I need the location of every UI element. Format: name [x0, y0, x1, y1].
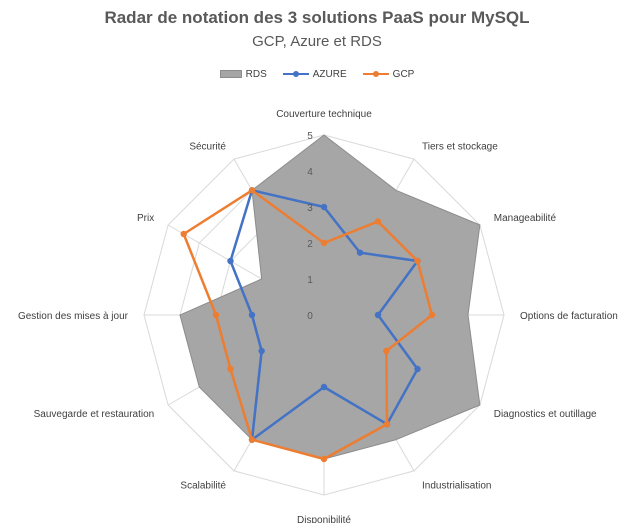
data-point-gcp	[212, 311, 220, 319]
tick-label: 5	[307, 131, 313, 142]
legend-entry-gcp: GCP	[362, 68, 415, 80]
data-point-azure	[248, 311, 256, 319]
data-point-gcp	[383, 347, 390, 355]
tick-label: 1	[307, 275, 313, 286]
data-point-azure	[414, 365, 421, 373]
data-point-gcp	[428, 311, 436, 319]
series-gcp	[180, 187, 436, 463]
axis-label: Scalabilité	[180, 481, 226, 492]
legend-swatch-azure	[282, 69, 309, 79]
axis-label: Sauvegarde et restauration	[34, 409, 155, 420]
legend-swatch-gcp	[362, 69, 389, 79]
data-point-azure	[320, 383, 328, 391]
axis-label: Gestion des mises à jour	[18, 311, 129, 322]
series-area-rds	[179, 134, 481, 460]
data-point-gcp	[180, 230, 187, 238]
data-point-gcp	[414, 257, 421, 265]
tick-label: 2	[307, 239, 313, 250]
data-point-gcp	[320, 455, 328, 463]
data-point-gcp	[320, 239, 328, 247]
axis-label: Industrialisation	[422, 481, 491, 492]
data-point-azure	[320, 203, 328, 211]
tick-label: 0	[307, 311, 313, 322]
legend-label-azure: AZURE	[312, 68, 347, 80]
tick-label: 4	[307, 167, 313, 178]
radar-tick-labels: 0 1 2 3 4 5	[307, 131, 313, 322]
radar-series	[179, 134, 481, 463]
chart-subtitle: GCP, Azure et RDS	[252, 33, 382, 50]
data-point-gcp	[227, 365, 234, 373]
data-point-gcp	[383, 420, 391, 428]
axis-label: Tiers et stockage	[422, 141, 498, 152]
data-point-azure	[374, 311, 382, 319]
axis-label: Prix	[137, 213, 154, 224]
axis-label: Options de facturation	[520, 311, 618, 322]
legend-entry-rds: RDS	[219, 68, 267, 80]
data-point-gcp	[374, 218, 382, 225]
legend-entry-azure: AZURE	[282, 68, 347, 80]
data-point-gcp	[248, 436, 256, 443]
data-point-gcp	[248, 187, 256, 194]
axis-label: Sécurité	[189, 141, 226, 152]
legend-label-rds: RDS	[245, 68, 267, 80]
axis-label: Disponibilité	[297, 515, 351, 523]
legend-swatch-rds	[219, 70, 242, 78]
legend: RDS AZURE GCP	[0, 66, 634, 82]
tick-label: 3	[307, 203, 313, 214]
data-point-azure	[258, 347, 265, 355]
radar-axis-labels: Couverture technique Tiers et stockage Man…	[18, 109, 618, 523]
axis-label: Couverture technique	[276, 109, 372, 120]
data-point-azure	[227, 257, 234, 265]
series-rds	[179, 134, 481, 460]
chart-title: Radar de notation des 3 solutions PaaS p…	[104, 8, 530, 27]
data-point-azure	[356, 249, 364, 256]
axis-label: Manageabilité	[494, 213, 557, 224]
legend-label-gcp: GCP	[392, 68, 415, 80]
axis-label: Diagnostics et outillage	[494, 409, 597, 420]
